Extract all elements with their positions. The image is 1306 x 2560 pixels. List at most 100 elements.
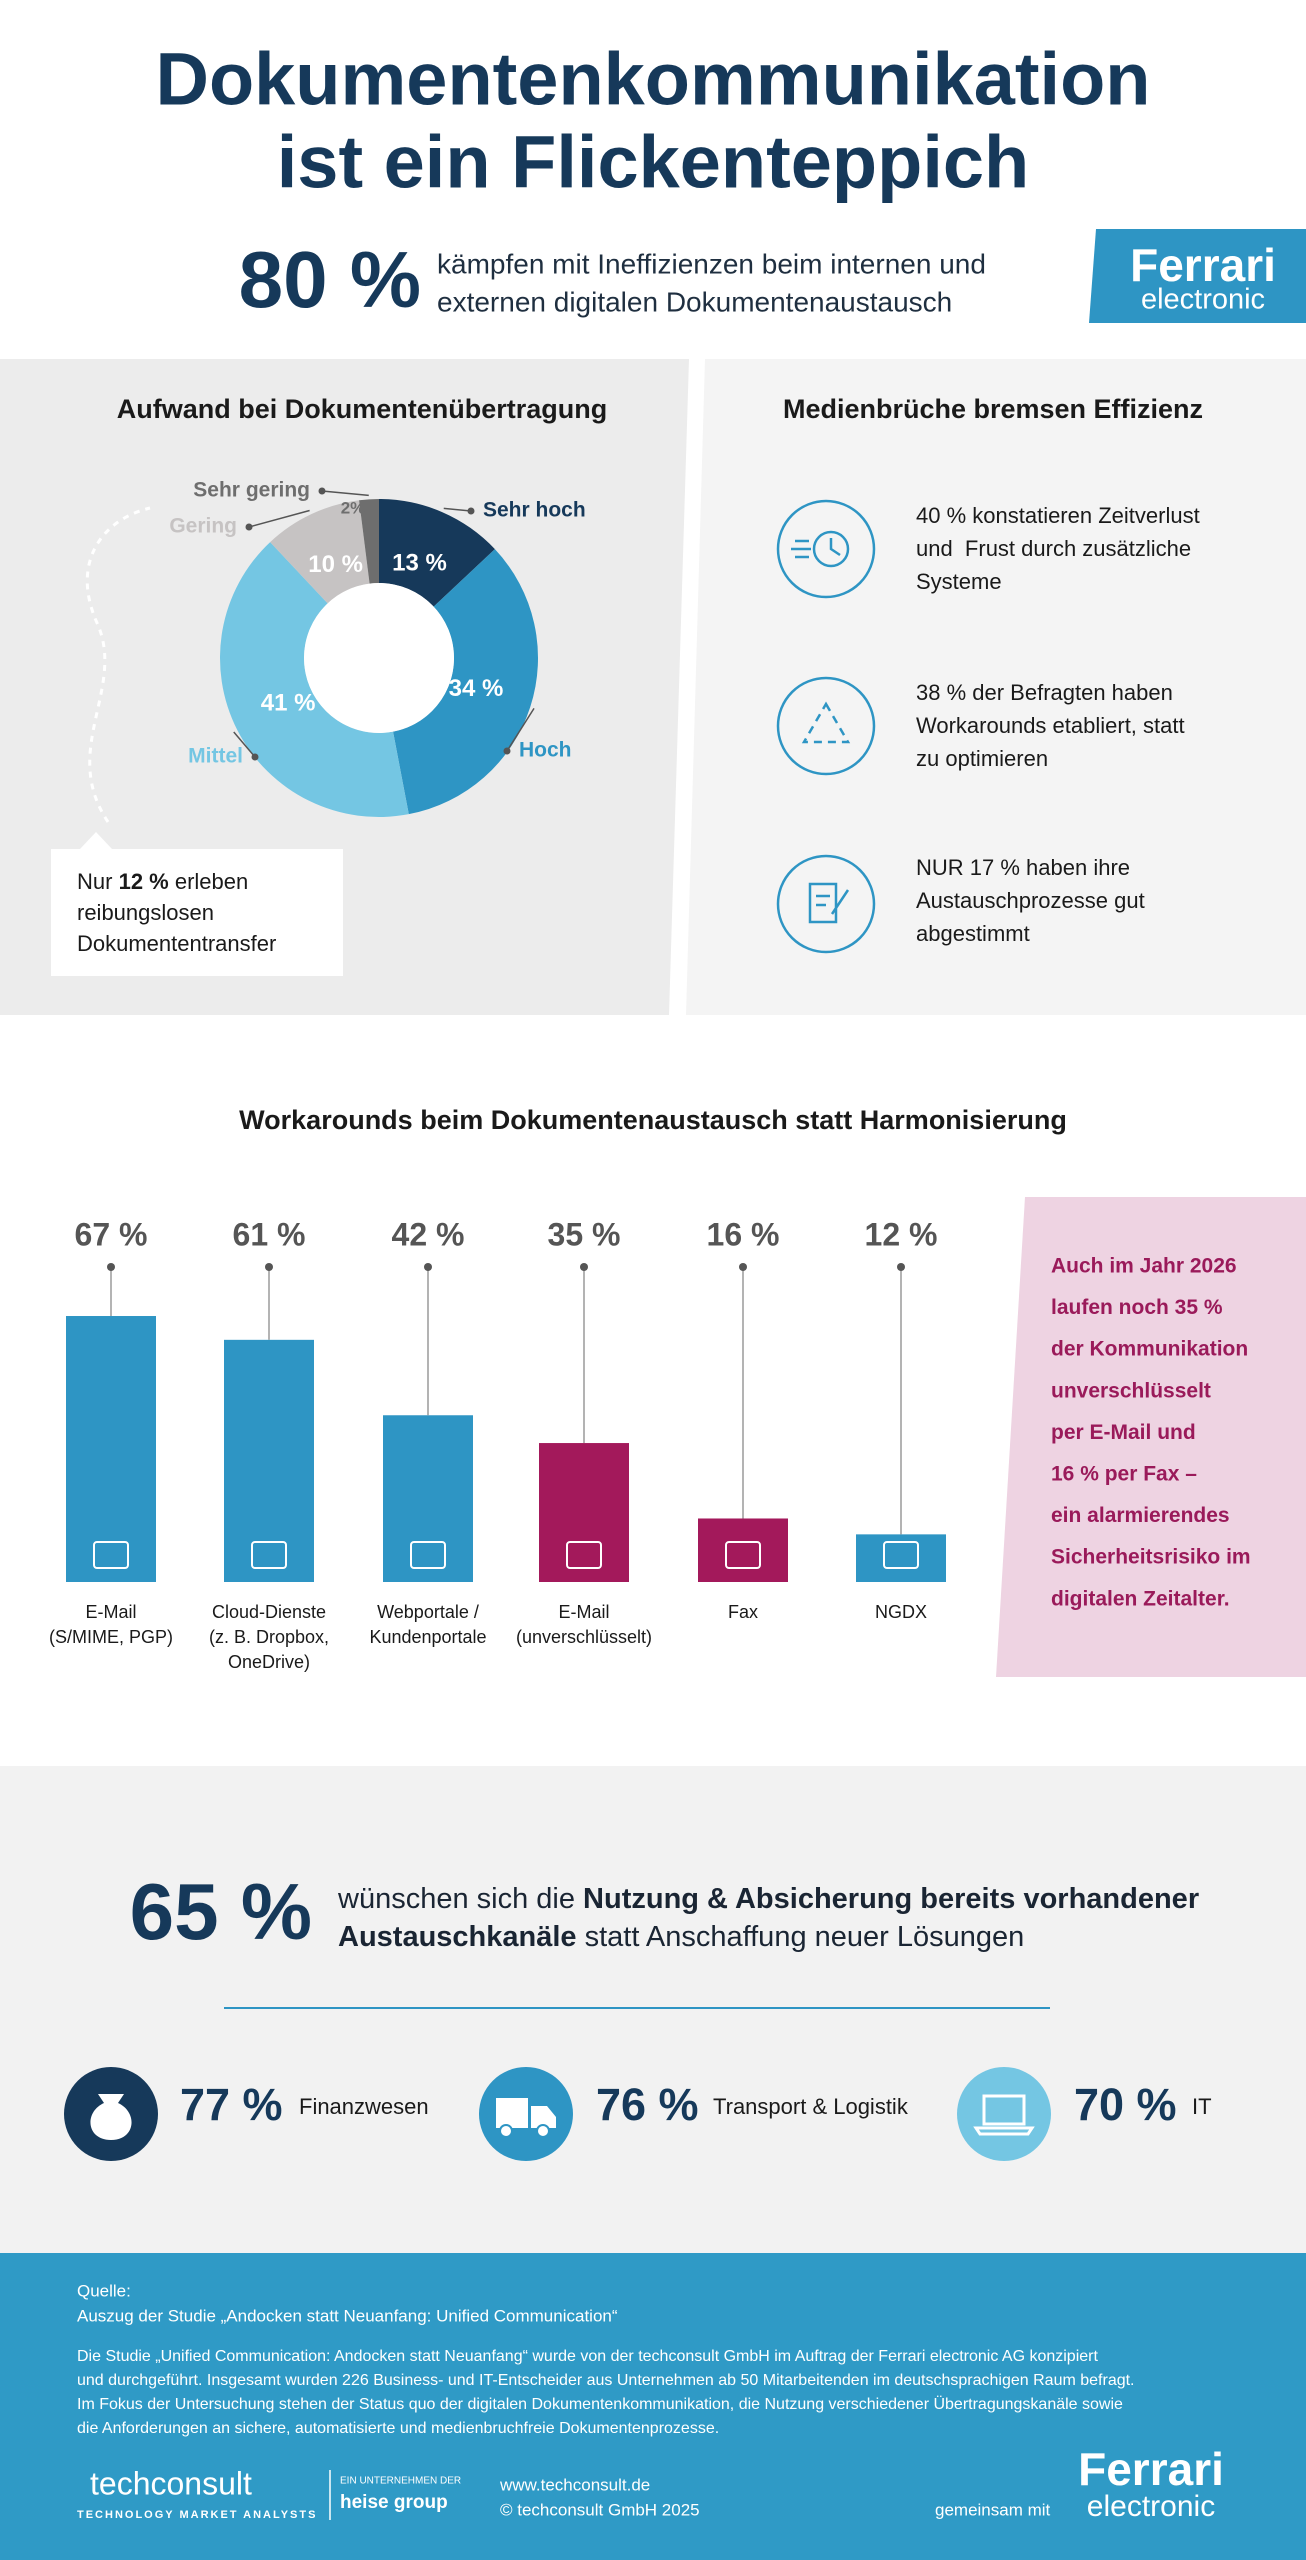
title: Dokumentenkommunikation [156, 38, 1151, 121]
item-text: NUR 17 % haben ihre [916, 855, 1130, 880]
icon-doc [808, 882, 850, 924]
footer-band [0, 2253, 1306, 2560]
donut-hole [304, 583, 454, 733]
value-label: 42 % [392, 1216, 465, 1252]
alert-text: unverschlüsselt [1051, 1379, 1211, 1402]
bar-icon [883, 1541, 919, 1569]
alert-box [996, 1197, 1306, 1677]
source-label: Quelle: [77, 2281, 131, 2300]
category-label: (z. B. Dropbox, [209, 1627, 329, 1647]
bar [224, 1339, 314, 1582]
icon-circle [957, 2067, 1051, 2161]
item-text: zu optimieren [916, 746, 1048, 771]
category-label: Mittel [188, 745, 243, 768]
icon-lines [791, 538, 841, 559]
leader-dot [245, 523, 253, 531]
logo-name: Ferrari [1130, 239, 1276, 291]
value-label: 34 % [449, 675, 504, 702]
sector-value: 77 % [180, 2079, 283, 2130]
icon-truck [496, 2098, 556, 2128]
donut-segment [220, 542, 409, 817]
icon-cycle [801, 701, 851, 744]
leader-dot [251, 753, 259, 761]
url: www.techconsult.de [499, 2475, 650, 2494]
value-label: 13 % [392, 550, 447, 577]
partner-label: gemeinsam mit [935, 2500, 1051, 2519]
category-label: Hoch [519, 739, 572, 762]
alert-text: ein alarmierendes [1051, 1504, 1230, 1527]
icon-circle [776, 854, 876, 954]
category-label: (S/MIME, PGP) [49, 1627, 173, 1647]
item-text: Workarounds etabliert, statt [916, 713, 1185, 738]
item-text: 38 % der Befragten haben [916, 680, 1173, 705]
icon-circle [776, 499, 876, 599]
parent: heise group [340, 2492, 448, 2513]
section-title: Medienbrüche bremsen Effizienz [783, 394, 1203, 424]
item-text: Systeme [916, 569, 1002, 594]
stat: 80 % [239, 235, 421, 324]
category-label: OneDrive) [228, 1652, 310, 1672]
alert-text: der Kommunikation [1051, 1338, 1248, 1361]
note-box [51, 849, 343, 976]
summary-bold: Austauschkanäle [338, 1921, 577, 1953]
leader-line [248, 509, 310, 528]
alert-text: per E-Mail und [1051, 1421, 1196, 1444]
value-label: 35 % [548, 1216, 621, 1252]
icon-circle [776, 676, 876, 776]
stat: 65 % [130, 1867, 312, 1956]
summary-bold: Nutzung & Absicherung bereits vorhandene… [583, 1883, 1199, 1915]
connector-dot [107, 1263, 115, 1271]
summary-text: wünschen sich die [337, 1883, 575, 1915]
summary-text: statt Anschaffung neuer Lösungen [585, 1921, 1025, 1953]
panel-right [686, 359, 1306, 1015]
leader-line [443, 507, 472, 512]
parent-label: EIN UNTERNEHMEN DER [340, 2476, 461, 2487]
connector-dot [897, 1263, 905, 1271]
stat-text: kämpfen mit Ineffizienzen beim internen … [437, 248, 986, 279]
logo-sub: electronic [1087, 2490, 1215, 2523]
icon-clock [812, 530, 850, 568]
alert-text: Sicherheitsrisiko im [1051, 1546, 1251, 1569]
bar-icon [410, 1541, 446, 1569]
note-text: Dokumententransfer [77, 931, 276, 956]
bar-icon [566, 1541, 602, 1569]
item-text: 40 % konstatieren Zeitverlust [916, 503, 1200, 528]
copyright: © techconsult GmbH 2025 [500, 2500, 700, 2519]
logo-badge [1089, 229, 1306, 323]
paragraph: die Anforderungen an sichere, automatisi… [77, 2420, 719, 2437]
note-text: reibungslosen [77, 900, 214, 925]
category-label: Cloud-Dienste [212, 1602, 326, 1622]
note-highlight: 12 % [119, 869, 169, 894]
value-label: 41 % [261, 690, 316, 717]
sector-label: Transport & Logistik [713, 2094, 909, 2119]
icon-laptop [973, 2094, 1035, 2136]
icon-bag [90, 2094, 132, 2140]
leader-dot [467, 507, 475, 515]
category-label: E-Mail [85, 1602, 136, 1622]
logo-name: Ferrari [1078, 2443, 1224, 2495]
bar [66, 1316, 156, 1582]
sector-value: 70 % [1074, 2079, 1177, 2130]
bar-icon [725, 1541, 761, 1569]
sector-label: IT [1192, 2094, 1212, 2119]
category-label: E-Mail [558, 1602, 609, 1622]
arrow [85, 506, 151, 823]
note-text: Nur 12 % erleben [77, 869, 248, 894]
bar-icon [251, 1541, 287, 1569]
category-label: Sehr gering [193, 479, 310, 502]
logo-sub: electronic [1141, 284, 1265, 316]
item-text: Austauschprozesse gut [916, 888, 1145, 913]
value-label: 12 % [865, 1216, 938, 1252]
title: ist ein Flickenteppich [277, 121, 1030, 204]
sector-icons [64, 2067, 1051, 2161]
leader-line [506, 707, 535, 752]
icon-wheel [499, 2124, 513, 2138]
source: Auszug der Studie „Andocken statt Neuanf… [77, 2306, 618, 2325]
value-label: 16 % [707, 1216, 780, 1252]
category-label: Fax [728, 1602, 758, 1622]
category-label: (unverschlüsselt) [516, 1627, 652, 1647]
bar [698, 1518, 788, 1582]
leader-dot [318, 487, 326, 495]
leader-line [321, 490, 369, 497]
